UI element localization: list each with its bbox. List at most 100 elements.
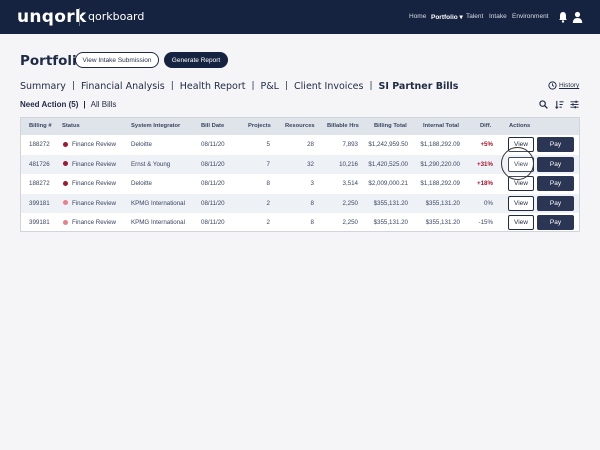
billing-number: 188272	[29, 141, 50, 148]
history-link[interactable]: History	[548, 81, 579, 90]
tab-separator: |	[251, 81, 255, 91]
tab-financial-analysis[interactable]: Financial Analysis	[80, 80, 165, 92]
tab-pnl[interactable]: P&L	[260, 80, 279, 92]
tab-separator: |	[284, 81, 289, 91]
status-cell: Finance Review	[63, 161, 116, 168]
tab-client-invoices[interactable]: Client Invoices	[294, 80, 364, 92]
projects-count: 7	[266, 160, 270, 168]
tab-separator: |	[170, 81, 174, 91]
tab-si-partner-bills[interactable]: SI Partner Bills	[378, 80, 459, 92]
billable-hours: 7,893	[342, 141, 358, 148]
resources-count: 28	[307, 141, 314, 148]
col-bill-date[interactable]: Bill Date	[201, 123, 225, 129]
col-diff[interactable]: Diff.	[480, 123, 492, 129]
sub-tab-separator: |	[83, 100, 86, 109]
status-text: Finance Review	[72, 160, 117, 168]
bill-filter-tabs: Need Action (5) | All Bills	[20, 100, 116, 109]
status-text: Finance Review	[72, 141, 117, 148]
system-integrator: KPMG International	[131, 219, 185, 226]
col-resources[interactable]: Resources	[285, 123, 315, 129]
top-bar: unqork qorkboard Home Portfolio ▾ Talent…	[0, 0, 600, 34]
view-intake-submission-button[interactable]: View Intake Submission	[75, 52, 159, 68]
bill-date: 08/11/20	[201, 141, 225, 148]
billing-total: $1,242,959.50	[368, 141, 408, 148]
tab-need-action[interactable]: Need Action (5)	[20, 100, 79, 109]
page-title: Portfolio	[20, 53, 86, 69]
user-icon[interactable]	[572, 11, 583, 23]
pay-button[interactable]: Pay	[537, 137, 574, 152]
system-integrator: Deloitte	[131, 141, 152, 148]
pay-button[interactable]: Pay	[537, 156, 574, 172]
table-row: 188272 Finance Review Deloitte 08/11/20 …	[21, 174, 579, 193]
billing-total: $1,420,525.00	[368, 160, 408, 168]
resources-count: 8	[310, 199, 314, 207]
view-button[interactable]: View	[508, 195, 534, 211]
view-button[interactable]: View	[508, 176, 534, 191]
bill-date: 08/11/20	[201, 219, 225, 226]
tab-summary[interactable]: Summary	[20, 80, 66, 92]
diff-value: -15%	[478, 219, 493, 226]
status-cell: Finance Review	[63, 219, 116, 226]
tab-health-report[interactable]: Health Report	[179, 80, 246, 92]
status-cell: Finance Review	[63, 200, 116, 207]
tab-separator: |	[71, 81, 75, 91]
table-row: 399181 Finance Review KPMG International…	[21, 213, 579, 232]
bill-date: 08/11/20	[201, 199, 225, 207]
projects-count: 2	[266, 219, 270, 226]
table-row: 188272 Finance Review Deloitte 08/11/20 …	[21, 135, 579, 154]
sort-icon[interactable]	[555, 100, 564, 109]
nav-home[interactable]: Home	[409, 13, 427, 20]
nav-environment[interactable]: Environment	[512, 13, 549, 20]
status-dot	[63, 180, 68, 186]
nav-intake[interactable]: Intake	[489, 13, 507, 20]
system-integrator: Deloitte	[131, 180, 152, 187]
tab-separator: |	[369, 81, 373, 91]
pay-button[interactable]: Pay	[537, 215, 574, 230]
view-button[interactable]: View	[508, 215, 534, 230]
internal-total: $355,131.20	[425, 199, 460, 207]
resources-count: 8	[310, 219, 314, 226]
filter-sliders-icon[interactable]	[570, 100, 579, 109]
status-cell: Finance Review	[63, 180, 116, 187]
internal-total: $1,290,220.00	[420, 160, 460, 168]
history-label: History	[559, 82, 580, 89]
view-button[interactable]: View	[508, 156, 534, 172]
billable-hours: 2,250	[342, 219, 358, 226]
nav-talent[interactable]: Talent	[466, 13, 484, 20]
bill-date: 08/11/20	[201, 160, 225, 168]
generate-report-button[interactable]: Generate Report	[164, 52, 228, 68]
col-billing-number[interactable]: Billing #	[29, 123, 52, 129]
col-billable-hrs[interactable]: Billable Hrs	[327, 123, 359, 129]
system-integrator: Ernst & Young	[131, 160, 171, 168]
col-internal-total[interactable]: Internal Total	[423, 123, 459, 129]
resources-count: 3	[310, 180, 314, 187]
si-partner-bills-table: Billing # Status System Integrator Bill …	[20, 117, 580, 232]
col-status[interactable]: Status	[62, 123, 80, 129]
product-name: qorkboard	[88, 10, 145, 23]
pay-button[interactable]: Pay	[537, 195, 574, 211]
status-dot	[63, 161, 68, 166]
search-icon[interactable]	[539, 100, 548, 109]
billing-number: 188272	[29, 180, 50, 187]
status-dot	[63, 141, 68, 147]
nav-portfolio[interactable]: Portfolio ▾	[431, 14, 463, 21]
billing-total: $355,131.20	[373, 199, 408, 207]
logo-divider	[79, 8, 80, 26]
table-row: 399181 Finance Review KPMG International…	[21, 193, 579, 213]
view-button[interactable]: View	[508, 137, 534, 152]
system-integrator: KPMG International	[131, 199, 185, 207]
resources-count: 32	[307, 160, 314, 168]
internal-total: $355,131.20	[425, 219, 460, 226]
col-system-integrator[interactable]: System Integrator	[131, 123, 181, 129]
pay-button[interactable]: Pay	[537, 176, 574, 191]
billable-hours: 10,216	[339, 160, 358, 168]
status-text: Finance Review	[72, 219, 117, 226]
tab-all-bills[interactable]: All Bills	[90, 100, 117, 109]
col-billing-total[interactable]: Billing Total	[374, 123, 407, 129]
app-logo: unqork	[17, 7, 87, 27]
col-projects[interactable]: Projects	[248, 123, 271, 129]
bell-icon[interactable]	[558, 11, 568, 23]
internal-total: $1,188,292.09	[420, 141, 460, 148]
diff-value: +5%	[480, 141, 493, 148]
diff-value: +31%	[477, 160, 493, 168]
